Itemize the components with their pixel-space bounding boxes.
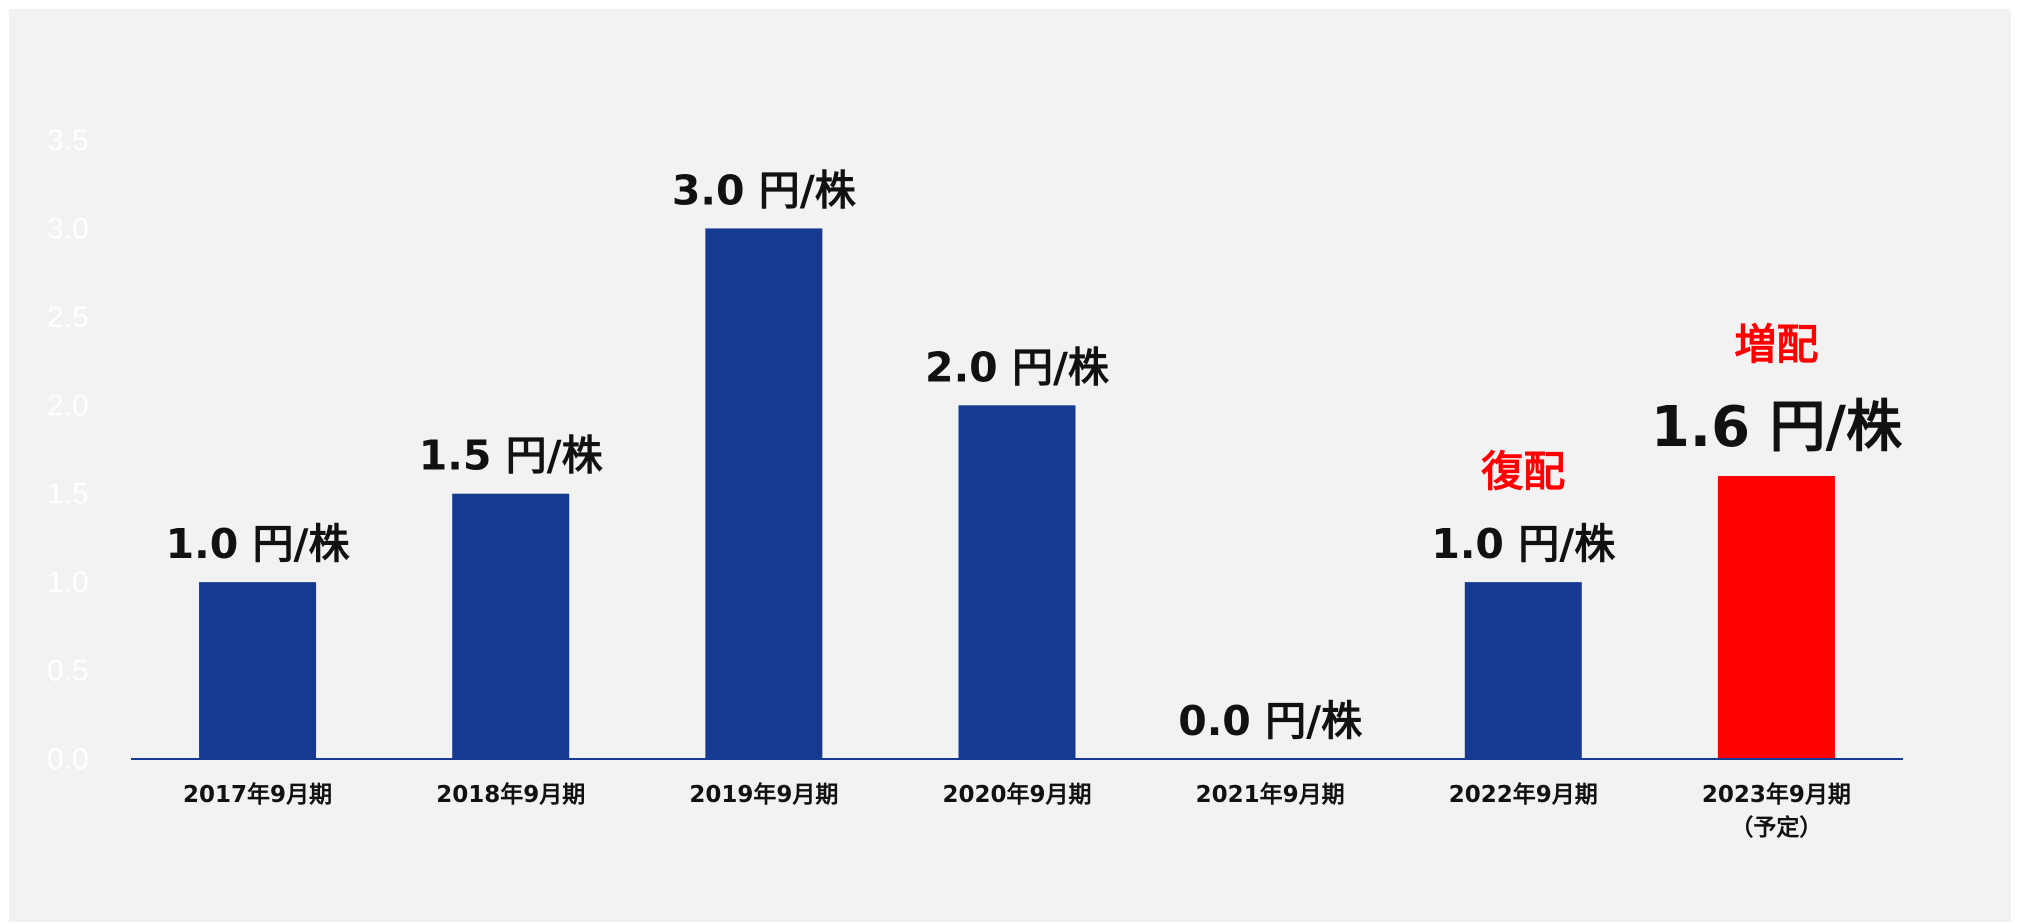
x-tick-label: 2023年9月期 <box>1702 781 1851 808</box>
annotation-label: 復配 <box>1480 447 1565 496</box>
x-tick-label: 2021年9月期 <box>1196 781 1345 808</box>
annotations: 復配 増配 <box>1480 320 1818 496</box>
bar-7 <box>1717 476 1835 759</box>
data-label: 3.0 円/株 <box>672 166 857 214</box>
x-tick-label: 2018年9月期 <box>436 781 585 808</box>
x-tick-label: 2019年9月期 <box>689 781 838 808</box>
data-label: 1.0 円/株 <box>166 520 351 568</box>
data-label: 1.6 円/株 <box>1651 395 1903 460</box>
data-label: 1.0 円/株 <box>1431 520 1616 568</box>
bar-chart: 0.0 0.5 1.0 1.5 2.0 2.5 3.0 3.5 2017年9月期 2018年9月… <box>47 124 1903 841</box>
y-tick-label: 0.0 <box>47 743 89 776</box>
bar-6 <box>1464 582 1582 759</box>
data-label: 1.5 円/株 <box>419 432 604 480</box>
data-labels: 1.0 円/株 1.5 円/株 3.0 円/株 2.0 円/株 0.0 円/株 1.0 円… <box>166 166 1903 745</box>
y-tick-label: 1.0 <box>47 566 89 599</box>
bar-3 <box>705 228 823 759</box>
y-tick-label: 3.5 <box>47 124 89 157</box>
y-tick-label: 3.0 <box>47 212 89 245</box>
y-tick-label: 0.5 <box>47 655 89 688</box>
y-axis-ticks: 0.0 0.5 1.0 1.5 2.0 2.5 3.0 3.5 <box>47 124 89 776</box>
annotation-label: 増配 <box>1734 320 1818 369</box>
y-tick-label: 2.0 <box>47 389 89 422</box>
x-axis-ticks: 2017年9月期 2018年9月期 2019年9月期 2020年9月期 2021年9月期… <box>183 781 1851 841</box>
x-tick-label: 2022年9月期 <box>1449 781 1598 808</box>
x-tick-label: （予定） <box>1730 814 1822 841</box>
y-tick-label: 2.5 <box>47 301 89 334</box>
x-tick-label: 2017年9月期 <box>183 781 332 808</box>
data-label: 0.0 円/株 <box>1178 697 1363 745</box>
bar-4 <box>958 405 1076 759</box>
chart-panel: 0.0 0.5 1.0 1.5 2.0 2.5 3.0 3.5 2017年9月期 2018年9月… <box>9 9 2011 922</box>
data-label: 2.0 円/株 <box>925 343 1110 391</box>
x-tick-label: 2020年9月期 <box>942 781 1091 808</box>
y-tick-label: 1.5 <box>47 478 89 511</box>
bars <box>199 228 1835 759</box>
bar-2 <box>452 493 570 759</box>
bar-1 <box>199 582 317 759</box>
